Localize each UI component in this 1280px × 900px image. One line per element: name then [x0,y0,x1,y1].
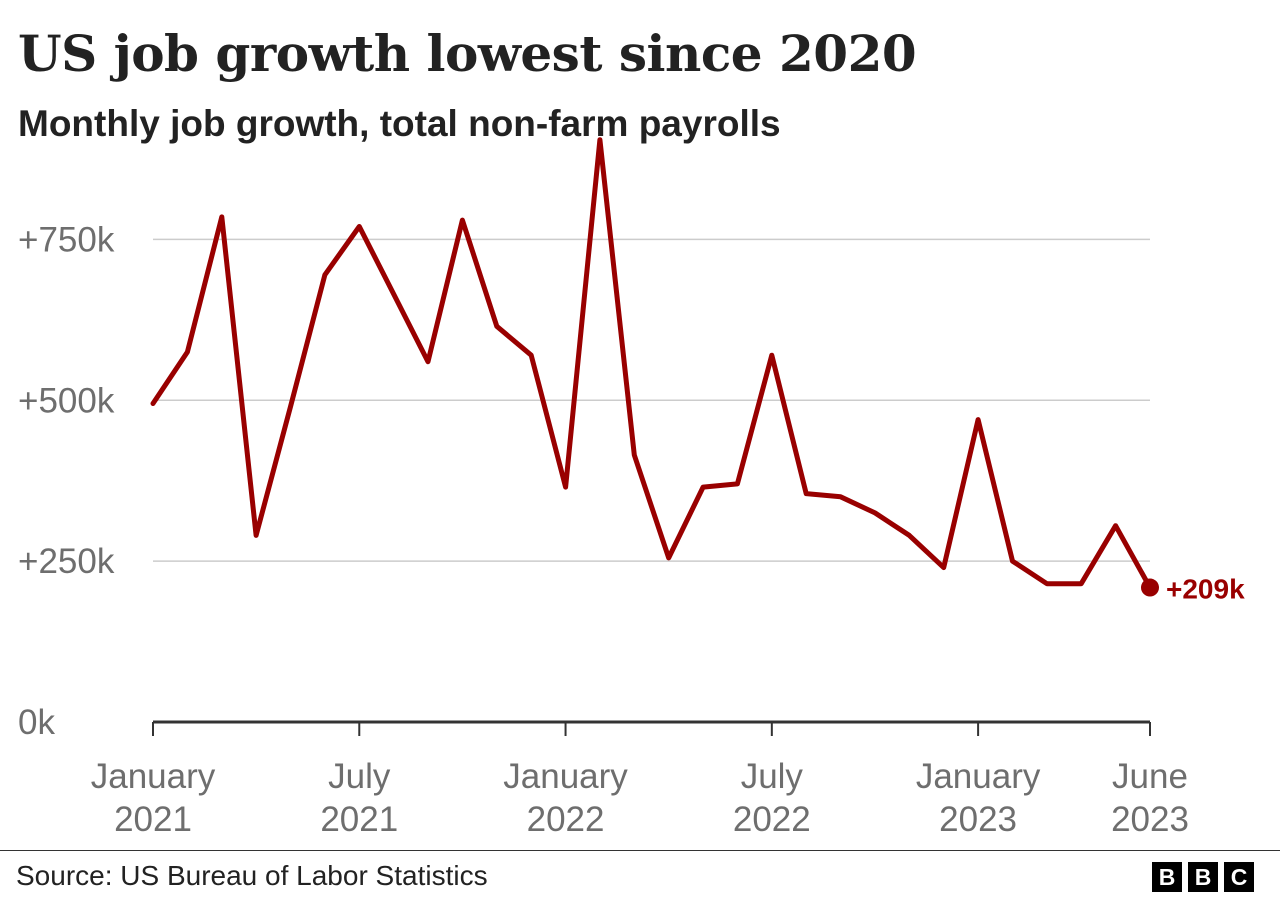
grid-lines [153,238,1150,562]
x-tick-label: 2023 [939,800,1017,839]
x-tick-label: 2023 [1111,800,1189,839]
chart-title: US job growth lowest since 2020 [18,24,917,83]
x-tick-label: June [1112,757,1188,796]
chart-subtitle: Monthly job growth, total non-farm payro… [18,103,781,144]
x-tick-label: July [741,757,804,796]
x-tick-label: January [91,757,216,796]
end-point-marker [1141,578,1159,597]
source-note: Source: US Bureau of Labor Statistics [16,860,488,891]
y-tick-label: +500k [18,381,115,420]
x-tick-label: 2022 [527,800,605,839]
end-value-label: +209k [1166,574,1245,605]
y-tick-label: +750k [18,220,115,259]
y-axis-labels: +750k +500k +250k 0k [18,220,115,742]
x-tick-label: January [503,757,628,796]
bbc-logo: B B C [1152,862,1254,892]
x-tick-label: January [916,757,1041,796]
footer-divider [0,850,1280,851]
logo-block: C [1224,862,1254,892]
logo-block: B [1152,862,1182,892]
x-axis: January 2021 July 2021 January 2022 July 2022 Ja… [91,720,1189,839]
x-tick-label: July [328,757,391,796]
x-tick-label: 2021 [114,800,192,839]
series-line [150,137,1153,590]
series-layer: +209k [150,137,1245,605]
x-tick-label: 2021 [320,800,398,839]
x-tick-label: 2022 [733,800,811,839]
y-tick-label: 0k [18,703,55,742]
logo-block: B [1188,862,1218,892]
y-tick-label: +250k [18,542,115,581]
